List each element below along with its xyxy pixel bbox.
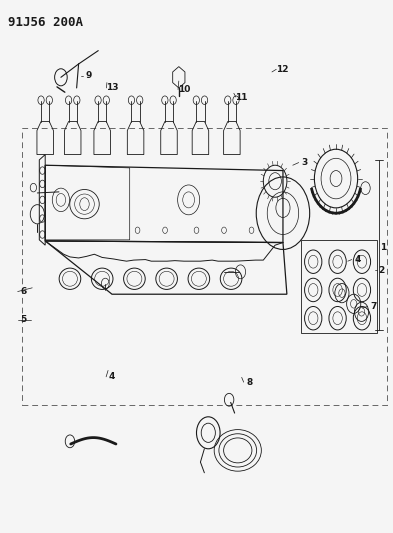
- Text: 13: 13: [106, 84, 119, 92]
- Text: 91J56 200A: 91J56 200A: [8, 16, 83, 29]
- Text: 1: 1: [380, 244, 386, 252]
- Text: 9: 9: [85, 71, 92, 80]
- Text: 12: 12: [276, 65, 288, 74]
- Text: 10: 10: [178, 85, 190, 94]
- Text: 4: 4: [354, 255, 361, 264]
- Text: 11: 11: [235, 93, 248, 101]
- Bar: [22, 128, 387, 405]
- Text: 5: 5: [20, 316, 27, 324]
- Text: 3: 3: [301, 158, 308, 167]
- Text: 8: 8: [246, 378, 253, 386]
- Text: 2: 2: [378, 266, 384, 274]
- Bar: [301, 240, 377, 333]
- Text: 7: 7: [370, 302, 376, 311]
- Text: 4: 4: [109, 373, 115, 381]
- Text: 6: 6: [20, 287, 27, 296]
